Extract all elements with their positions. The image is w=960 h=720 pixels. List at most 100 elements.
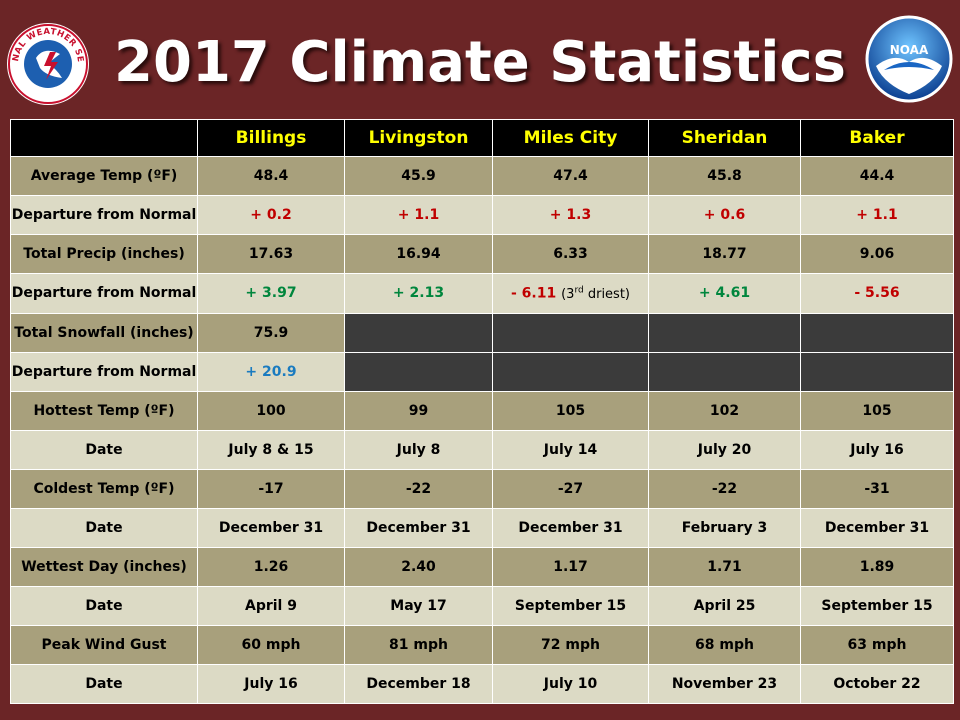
row-label: Departure from Normal [10, 273, 198, 314]
table-cell: + 20.9 [197, 351, 345, 392]
table-cell: July 16 [197, 663, 345, 705]
table-cell: July 20 [648, 429, 801, 470]
table-cell: December 31 [344, 507, 493, 548]
table-row-coldest-temp: Coldest Temp (ºF) -17 -22 -27 -22 -31 [10, 468, 954, 509]
table-cell: 81 mph [344, 624, 493, 665]
table-cell: + 0.6 [648, 195, 801, 236]
table-row-temp-departure: Departure from Normal + 0.2 + 1.1 + 1.3 … [10, 195, 954, 236]
table-cell: -31 [800, 468, 954, 509]
column-header-livingston: Livingston [344, 119, 493, 157]
table-cell: -22 [344, 468, 493, 509]
table-row-peak-wind: Peak Wind Gust 60 mph 81 mph 72 mph 68 m… [10, 624, 954, 665]
table-cell: + 2.13 [344, 273, 493, 314]
table-cell: 44.4 [800, 155, 954, 197]
table-row-peak-wind-date: Date July 16 December 18 July 10 Novembe… [10, 663, 954, 705]
table-cell: + 1.1 [344, 195, 493, 236]
table-cell: + 1.1 [800, 195, 954, 236]
table-row-hottest-temp: Hottest Temp (ºF) 100 99 105 102 105 [10, 390, 954, 431]
table-cell: 99 [344, 390, 493, 431]
table-cell: 75.9 [197, 312, 345, 353]
table-cell: 47.4 [492, 155, 649, 197]
table-row-precip-departure: Departure from Normal + 3.97 + 2.13 - 6.… [10, 273, 954, 314]
empty-cell [648, 312, 801, 353]
page-title: 2017 Climate Statistics [114, 30, 846, 95]
table-row-total-snowfall: Total Snowfall (inches) 75.9 [10, 312, 954, 353]
table-cell: 105 [492, 390, 649, 431]
table-cell: December 31 [492, 507, 649, 548]
empty-cell [800, 351, 954, 392]
row-label: Average Temp (ºF) [10, 155, 198, 197]
row-label: Departure from Normal [10, 351, 198, 392]
table-cell: 72 mph [492, 624, 649, 665]
table-cell: 1.17 [492, 546, 649, 587]
table-cell: 48.4 [197, 155, 345, 197]
table-cell: 45.9 [344, 155, 493, 197]
cell-note: (3rd driest) [561, 285, 630, 302]
row-label: Wettest Day (inches) [10, 546, 198, 587]
table-cell: September 15 [492, 585, 649, 626]
table-cell: - 6.11 (3rd driest) [492, 273, 649, 314]
table-row-wettest-date: Date April 9 May 17 September 15 April 2… [10, 585, 954, 626]
table-cell: 17.63 [197, 234, 345, 275]
row-label: Coldest Temp (ºF) [10, 468, 198, 509]
table-cell: October 22 [800, 663, 954, 705]
table-cell: 2.40 [344, 546, 493, 587]
empty-cell [648, 351, 801, 392]
table-cell: December 31 [800, 507, 954, 548]
table-cell: 1.26 [197, 546, 345, 587]
table-cell: -27 [492, 468, 649, 509]
table-cell: September 15 [800, 585, 954, 626]
column-header-sheridan: Sheridan [648, 119, 801, 157]
table-cell: November 23 [648, 663, 801, 705]
table-cell: April 25 [648, 585, 801, 626]
empty-cell [344, 351, 493, 392]
table-cell: 102 [648, 390, 801, 431]
column-header-blank [10, 119, 198, 157]
table-cell: February 3 [648, 507, 801, 548]
climate-statistics-table: Billings Livingston Miles City Sheridan … [10, 119, 954, 705]
column-header-miles-city: Miles City [492, 119, 649, 157]
table-cell: 6.33 [492, 234, 649, 275]
row-label: Total Snowfall (inches) [10, 312, 198, 353]
column-header-billings: Billings [197, 119, 345, 157]
table-cell: 18.77 [648, 234, 801, 275]
table-cell: April 9 [197, 585, 345, 626]
table-cell: 60 mph [197, 624, 345, 665]
table-cell: July 8 [344, 429, 493, 470]
cell-value: - 6.11 [511, 285, 557, 302]
column-header-baker: Baker [800, 119, 954, 157]
table-cell: + 3.97 [197, 273, 345, 314]
table-cell: December 18 [344, 663, 493, 705]
row-label: Date [10, 663, 198, 705]
table-cell: + 4.61 [648, 273, 801, 314]
table-cell: May 17 [344, 585, 493, 626]
table-cell: December 31 [197, 507, 345, 548]
table-cell: 1.89 [800, 546, 954, 587]
row-label: Date [10, 507, 198, 548]
table-row-average-temp: Average Temp (ºF) 48.4 45.9 47.4 45.8 44… [10, 155, 954, 197]
empty-cell [492, 312, 649, 353]
table-cell: 105 [800, 390, 954, 431]
table-cell: 1.71 [648, 546, 801, 587]
table-cell: 100 [197, 390, 345, 431]
table-cell: 16.94 [344, 234, 493, 275]
table-cell: 63 mph [800, 624, 954, 665]
row-label: Total Precip (inches) [10, 234, 198, 275]
empty-cell [800, 312, 954, 353]
table-cell: -22 [648, 468, 801, 509]
table-cell: 68 mph [648, 624, 801, 665]
table-cell: + 0.2 [197, 195, 345, 236]
row-label: Departure from Normal [10, 195, 198, 236]
row-label: Peak Wind Gust [10, 624, 198, 665]
table-cell: 45.8 [648, 155, 801, 197]
noaa-logo-icon: NOAA [864, 14, 954, 104]
empty-cell [344, 312, 493, 353]
nws-logo-icon: NATIONAL WEATHER SERVICE [2, 15, 90, 106]
table-cell: July 14 [492, 429, 649, 470]
table-cell: -17 [197, 468, 345, 509]
table-cell: - 5.56 [800, 273, 954, 314]
table-cell: July 16 [800, 429, 954, 470]
table-row-wettest-day: Wettest Day (inches) 1.26 2.40 1.17 1.71… [10, 546, 954, 587]
table-row-coldest-date: Date December 31 December 31 December 31… [10, 507, 954, 548]
row-label: Hottest Temp (ºF) [10, 390, 198, 431]
